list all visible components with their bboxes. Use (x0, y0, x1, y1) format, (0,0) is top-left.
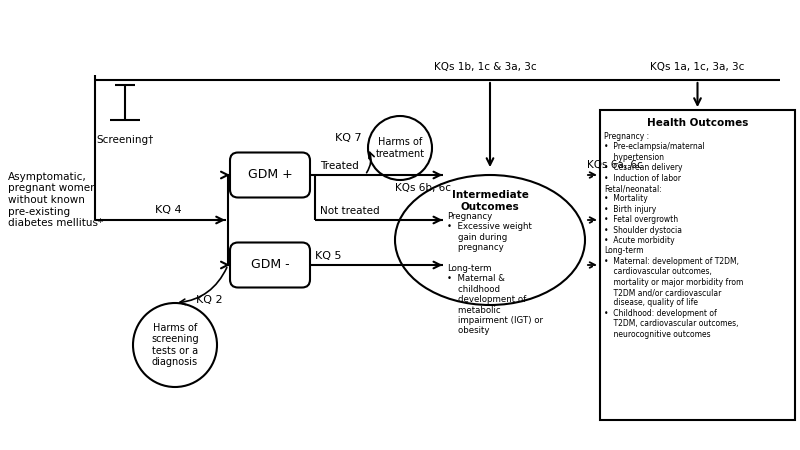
Text: Harms of
screening
tests or a
diagnosis: Harms of screening tests or a diagnosis (151, 323, 199, 367)
Text: GDM +: GDM + (248, 168, 292, 181)
Text: KQs 1a, 1c, 3a, 3c: KQs 1a, 1c, 3a, 3c (650, 62, 745, 72)
Text: Asymptomatic,
pregnant women
without known
pre-existing
diabetes mellitus*: Asymptomatic, pregnant women without kno… (8, 172, 103, 228)
Text: KQ 5: KQ 5 (315, 251, 342, 261)
Text: KQ 4: KQ 4 (155, 205, 182, 215)
Text: KQs 1b, 1c & 3a, 3c: KQs 1b, 1c & 3a, 3c (434, 62, 536, 72)
Text: KQ 2: KQ 2 (196, 295, 223, 305)
Text: KQs 6b, 6c: KQs 6b, 6c (395, 183, 451, 193)
FancyBboxPatch shape (600, 110, 795, 420)
Text: KQs 6a, 6c: KQs 6a, 6c (587, 160, 642, 170)
FancyBboxPatch shape (230, 243, 310, 288)
Text: KQ 7: KQ 7 (335, 133, 362, 143)
Text: Screening†: Screening† (96, 135, 154, 145)
Text: Pregnancy
•  Excessive weight
    gain during
    pregnancy

Long-term
•  Matern: Pregnancy • Excessive weight gain during… (447, 212, 543, 335)
FancyBboxPatch shape (230, 153, 310, 198)
Text: Intermediate
Outcomes: Intermediate Outcomes (451, 190, 529, 212)
Text: Not treated: Not treated (320, 206, 380, 216)
Text: Health Outcomes: Health Outcomes (647, 118, 748, 128)
Text: GDM -: GDM - (250, 258, 290, 271)
Text: Treated: Treated (320, 161, 358, 171)
Text: Pregnancy :
•  Pre-eclampsia/maternal
    hypertension
•  Cesarean delivery
•  I: Pregnancy : • Pre-eclampsia/maternal hyp… (604, 132, 743, 338)
Text: Harms of
treatment: Harms of treatment (375, 137, 425, 159)
Ellipse shape (395, 175, 585, 305)
